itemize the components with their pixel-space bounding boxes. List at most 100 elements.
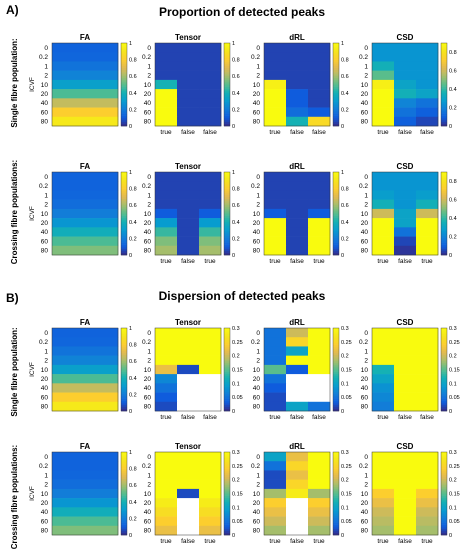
colorbar-segment (121, 361, 127, 364)
y-tick-label: 40 (361, 509, 369, 516)
heatmap-cell (155, 383, 178, 393)
heatmap-cell (308, 43, 331, 53)
colorbar-tick-label: 0.2 (341, 236, 349, 242)
colorbar-segment (441, 103, 447, 106)
colorbar-segment (121, 96, 127, 100)
heatmap-cell (177, 498, 200, 508)
heatmap-cell (155, 236, 178, 247)
colorbar-tick-label: 0.3 (449, 326, 457, 332)
colorbar-segment (224, 225, 230, 229)
heatmap-cell (155, 470, 178, 480)
heatmap-cell (264, 245, 287, 256)
colorbar-segment (224, 402, 230, 406)
heatmap-cell (286, 355, 309, 366)
colorbar-tick-label: 0.2 (449, 354, 457, 360)
colorbar-segment (224, 330, 230, 333)
heatmap-cell (155, 199, 178, 210)
colorbar-segment (121, 248, 127, 252)
x-tick-label: false (398, 414, 412, 421)
colorbar-segment (441, 209, 447, 212)
colorbar-segment (333, 109, 339, 112)
plot-frame (371, 42, 439, 127)
colorbar-segment (224, 67, 230, 71)
colorbar-segment (333, 510, 339, 513)
colorbar-tick-label: 0 (341, 409, 344, 415)
x-tick-label: true (269, 414, 281, 421)
colorbar-segment (121, 242, 127, 245)
heatmap-cell (416, 346, 439, 356)
heatmap-cell (52, 392, 119, 403)
colorbar-segment (441, 244, 447, 247)
colorbar-segment (121, 346, 127, 350)
colorbar-segment (441, 236, 447, 239)
y-tick-label: 1 (147, 63, 151, 70)
colorbar-segment (121, 59, 127, 62)
heatmap-cell (394, 208, 417, 219)
colorbar-segment (441, 344, 447, 347)
colorbar-segment (333, 340, 339, 343)
heatmap-cell (394, 488, 417, 499)
colorbar-segment (333, 228, 339, 231)
colorbar-tick-label: 1 (341, 41, 344, 47)
colorbar-tick-label: 0.8 (341, 58, 349, 64)
heatmap-cell (394, 383, 417, 393)
colorbar-segment (441, 481, 447, 484)
colorbar-segment (121, 363, 127, 366)
colorbar-segment (121, 78, 127, 81)
colorbar-segment (441, 49, 447, 52)
heatmap-cell (177, 525, 200, 536)
y-tick-label: 20 (144, 220, 152, 227)
colorbar-tick-label: 0.6 (232, 74, 240, 80)
heatmap-a-crossing-tensor: Tensor 0 0.2 1 2 10 20 40 60 80 true false true 1 0.8 0… (142, 162, 240, 265)
y-tick-label: 1 (147, 192, 151, 199)
heatmap-cell (416, 218, 439, 228)
x-tick-label: true (160, 414, 172, 421)
y-tick-label: 10 (144, 82, 152, 89)
colorbar-segment (224, 468, 230, 471)
colorbar-segment (121, 386, 127, 389)
colorbar-tick-label: 0.8 (449, 179, 457, 185)
colorbar-segment (441, 99, 447, 102)
heatmap-cell (394, 236, 417, 247)
colorbar-segment (224, 57, 230, 60)
heatmap-cell (52, 470, 119, 480)
colorbar-segment (121, 485, 127, 488)
colorbar-segment (121, 338, 127, 341)
colorbar-segment (121, 489, 127, 492)
colorbar-segment (224, 90, 230, 94)
x-tick-label: false (290, 414, 304, 421)
heatmap-cell (372, 218, 395, 228)
colorbar-segment (224, 117, 230, 121)
colorbar-tick-label: 0.8 (232, 58, 240, 64)
colorbar-segment (121, 101, 127, 104)
colorbar-segment (224, 236, 230, 239)
colorbar-segment (441, 238, 447, 241)
colorbar-tick-label: 0.1 (341, 381, 349, 387)
y-tick-label: 60 (361, 238, 369, 245)
colorbar-segment (224, 207, 230, 210)
colorbar-segment (121, 65, 127, 69)
heatmap-cell (155, 328, 178, 338)
heatmap-cell (264, 227, 287, 237)
heatmap-cell (155, 61, 178, 71)
heatmap-cell (155, 43, 178, 53)
heatmap-cell (52, 374, 119, 384)
colorbar-tick-label: 0.15 (341, 492, 352, 498)
plot-frame (263, 327, 331, 412)
y-tick-label: 2 (147, 482, 151, 489)
heatmap-cell (177, 79, 200, 90)
colorbar-segment (224, 174, 230, 177)
colorbar-segment (441, 82, 447, 85)
heatmap-cell (308, 181, 331, 191)
heatmap-cell (372, 245, 395, 256)
heatmap-cell (372, 172, 395, 182)
colorbar-segment (121, 466, 127, 469)
colorbar-segment (333, 174, 339, 177)
y-tick-label: 10 (41, 367, 49, 374)
heatmap-cell (264, 328, 287, 338)
heatmap-cell (416, 43, 439, 53)
colorbar-segment (441, 211, 447, 214)
colorbar-segment (121, 172, 127, 175)
colorbar-segment (333, 408, 339, 412)
colorbar-segment (121, 452, 127, 455)
